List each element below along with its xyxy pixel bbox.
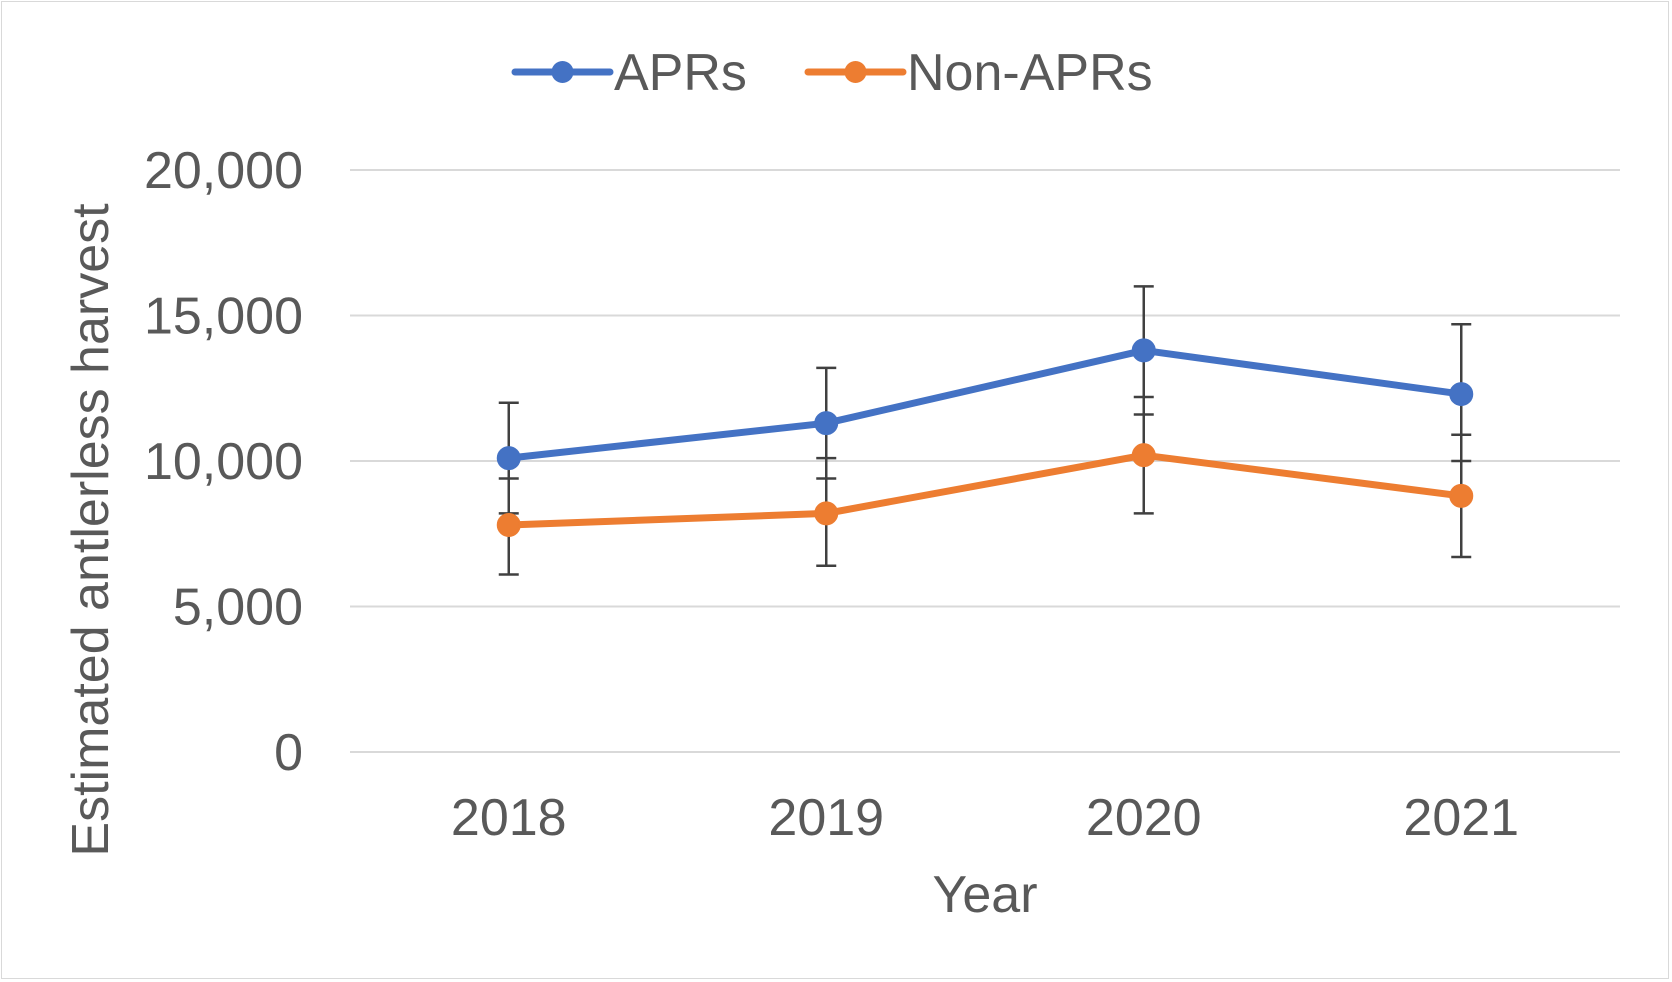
legend-label: Non-APRs — [907, 44, 1153, 102]
legend-marker — [844, 61, 867, 83]
y-tick-label: 20,000 — [144, 142, 303, 200]
legend-item: Non-APRs — [804, 44, 1153, 102]
legend-label: APRs — [614, 44, 747, 102]
gridlines — [350, 169, 1620, 753]
y-tick-label: 0 — [274, 724, 303, 782]
series-line-aprs — [505, 346, 1465, 462]
series-lines — [496, 338, 1474, 538]
x-tick-label: 2021 — [1403, 789, 1519, 847]
legend: APRs Non-APRs — [511, 44, 1153, 102]
x-tick-label: 2019 — [768, 789, 884, 847]
y-tick-label: 10,000 — [144, 433, 303, 491]
x-tick-label: 2020 — [1086, 789, 1202, 847]
x-tick-label: 2018 — [451, 789, 567, 847]
data-point — [1449, 483, 1474, 508]
y-axis-title: Estimated antlerless harvest — [62, 203, 120, 857]
error-bars — [498, 285, 1472, 576]
series-line-non-aprs — [505, 451, 1465, 529]
legend-marker — [551, 61, 574, 83]
x-tick-labels: 2018 2019 2020 2021 — [451, 789, 1519, 847]
data-point — [1131, 443, 1156, 468]
y-tick-label: 5,000 — [173, 579, 303, 637]
x-axis-title: Year — [932, 866, 1037, 924]
data-point — [814, 501, 839, 526]
data-point — [1131, 338, 1156, 363]
data-point — [496, 446, 521, 471]
data-point — [1449, 382, 1474, 407]
y-tick-labels: 0 5,000 10,000 15,000 20,000 — [144, 142, 303, 782]
y-tick-label: 15,000 — [144, 288, 303, 346]
legend-item: APRs — [511, 44, 747, 102]
data-point — [814, 411, 839, 436]
data-point — [496, 513, 521, 538]
